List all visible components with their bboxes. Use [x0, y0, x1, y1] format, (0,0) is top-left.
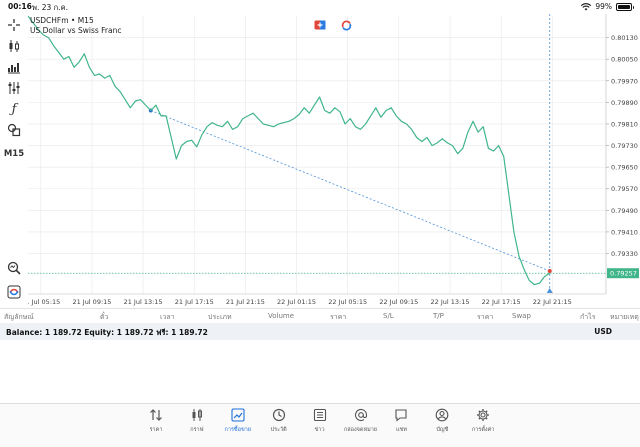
battery-icon: [616, 2, 634, 11]
y-tick-label: 0.80130: [611, 34, 638, 42]
tab-account-user[interactable]: บัญชี: [422, 408, 462, 434]
tab-label: การซื้อขาย: [224, 427, 252, 433]
column-header[interactable]: ราคา: [330, 313, 347, 321]
tab-chat-bubble[interactable]: แชท: [381, 408, 421, 434]
tab-mailbox-at[interactable]: กล่องจดหมาย: [341, 408, 381, 434]
account-user-icon: [435, 408, 449, 422]
tab-label: ข่าว: [314, 427, 325, 433]
column-header[interactable]: ตั๋ว: [100, 313, 109, 321]
tab-history-clock[interactable]: ประวัติ: [259, 408, 299, 434]
x-tick-label: 21 Jul 17:15: [175, 298, 214, 306]
x-tick-label: 22 Jul 09:15: [379, 298, 418, 306]
y-tick-label: 0.79330: [611, 250, 638, 258]
current-price-tag: [607, 268, 639, 279]
column-header[interactable]: Swap: [512, 312, 531, 320]
tab-label: ประวัติ: [270, 427, 287, 433]
account-summary-row[interactable]: Balance: 1 189.72 Equity: 1 189.72 ฟรี: …: [0, 323, 640, 340]
quotes-arrows-icon: [150, 409, 162, 421]
add-order-icon[interactable]: [314, 20, 326, 30]
x-tick-label: 21 Jul 09:15: [72, 298, 111, 306]
column-header[interactable]: หมายเหตุ: [610, 313, 639, 321]
status-time: 00:16: [8, 2, 32, 11]
chart-search-icon[interactable]: [5, 261, 23, 275]
tab-settings-gear[interactable]: การตั้งค่า: [463, 408, 503, 434]
news-icon: [313, 408, 326, 422]
column-header[interactable]: ราคา: [477, 313, 494, 321]
indicators-icon[interactable]: [5, 60, 23, 74]
y-tick-label: 0.79730: [611, 142, 638, 150]
column-header[interactable]: สัญลักษณ์: [4, 313, 34, 321]
y-tick-label: 0.79810: [611, 120, 638, 128]
x-tick-label: 22 Jul 21:15: [533, 298, 572, 306]
y-tick-label: 0.80050: [611, 56, 638, 64]
column-header[interactable]: Volume: [268, 312, 295, 320]
price-series-line: [28, 15, 551, 286]
tab-news[interactable]: ข่าว: [300, 408, 340, 434]
y-tick-label: 0.79410: [611, 228, 638, 236]
trend-line: [150, 110, 550, 272]
bottom-tab-bar: ราคา กราฟ การซื้อขาย ประวัติ ข่าว กล่องจดหมาย…: [0, 403, 640, 447]
column-header[interactable]: ประเภท: [208, 313, 232, 321]
column-header[interactable]: เวลา: [160, 313, 175, 321]
symbol-label: USDCHFm • M15: [30, 16, 94, 25]
balance-text: Balance: 1 189.72 Equity: 1 189.72 ฟรี: …: [6, 328, 208, 337]
wifi-icon: [581, 2, 592, 10]
chart-title: USDCHFm • M15 US Dollar vs Swiss Franc: [30, 16, 121, 36]
column-header[interactable]: T/P: [433, 312, 444, 320]
y-tick-label: 0.79970: [611, 77, 638, 85]
timeframe-button[interactable]: M15: [3, 149, 25, 159]
symbol-description: US Dollar vs Swiss Franc: [30, 26, 122, 35]
x-tick-label: 22 Jul 01:15: [277, 298, 316, 306]
y-tick-label: 0.79650: [611, 164, 638, 172]
status-bar: 00:16 พ. 23 ก.ค. 99%: [0, 0, 640, 14]
price-chart[interactable]: 0.80130 0.80050 0.79970 0.79890 0.79810 0.797…: [28, 14, 640, 308]
trend-line-anchor-end: [547, 269, 552, 274]
tab-label: ราคา: [149, 427, 163, 433]
tab-label: การตั้งค่า: [471, 427, 495, 433]
y-tick-label: 0.79570: [611, 185, 638, 193]
chart-toolbar: ƒ M15: [0, 14, 28, 304]
y-tick-label: 0.79890: [611, 99, 638, 107]
candles-icon: [192, 409, 202, 421]
mailbox-at-icon: [354, 409, 367, 421]
current-price-label: 0.79257: [610, 270, 637, 278]
tab-label: กล่องจดหมาย: [343, 427, 378, 433]
function-f-icon[interactable]: ƒ: [11, 101, 17, 117]
x-tick-label: 22 Jul 13:15: [430, 298, 469, 306]
tab-quotes-arrows[interactable]: ราคา: [136, 408, 176, 434]
crosshair-marker-icon: [546, 288, 553, 293]
status-right: 99%: [581, 2, 634, 11]
history-clock-icon: [272, 408, 285, 422]
trade-chart-icon: [231, 408, 245, 422]
settings-gear-icon: [477, 409, 490, 421]
one-click-trade-icon[interactable]: [340, 20, 352, 30]
crosshair-tool-icon[interactable]: [5, 18, 23, 32]
x-tick-label: 21 Jul 05:15: [28, 298, 60, 306]
x-tick-label: 22 Jul 05:15: [328, 298, 367, 306]
y-tick-label: 0.79490: [611, 207, 638, 215]
x-tick-label: 21 Jul 13:15: [124, 298, 163, 306]
battery-percent: 99%: [595, 2, 612, 11]
tab-trade-chart[interactable]: การซื้อขาย: [218, 408, 258, 434]
trade-table-header: สัญลักษณ์ ตั๋ว เวลา ประเภท Volume ราคา S/L T/P ร…: [0, 308, 640, 322]
chart-canvas[interactable]: 0.80130 0.80050 0.79970 0.79890 0.79810 0.797…: [28, 14, 640, 308]
x-tick-label: 22 Jul 17:15: [482, 298, 521, 306]
tab-label: แชท: [395, 427, 407, 433]
chart-quick-buttons: [314, 20, 352, 30]
tab-label: บัญชี: [436, 427, 449, 433]
column-header[interactable]: S/L: [383, 312, 394, 320]
account-currency: USD: [594, 327, 612, 336]
chat-bubble-icon: [395, 409, 407, 422]
x-tick-label: 21 Jul 21:15: [226, 298, 265, 306]
chart-settings-sliders-icon[interactable]: [5, 81, 23, 95]
objects-shapes-icon[interactable]: [5, 123, 23, 137]
one-click-trading-icon[interactable]: [5, 285, 23, 299]
tab-candles[interactable]: กราฟ: [177, 408, 217, 434]
chart-type-candles-icon[interactable]: [5, 39, 23, 53]
status-date: พ. 23 ก.ค.: [32, 3, 68, 12]
tab-label: กราฟ: [190, 427, 204, 433]
battery-fill: [618, 4, 630, 9]
column-header[interactable]: กำไร: [580, 313, 596, 321]
